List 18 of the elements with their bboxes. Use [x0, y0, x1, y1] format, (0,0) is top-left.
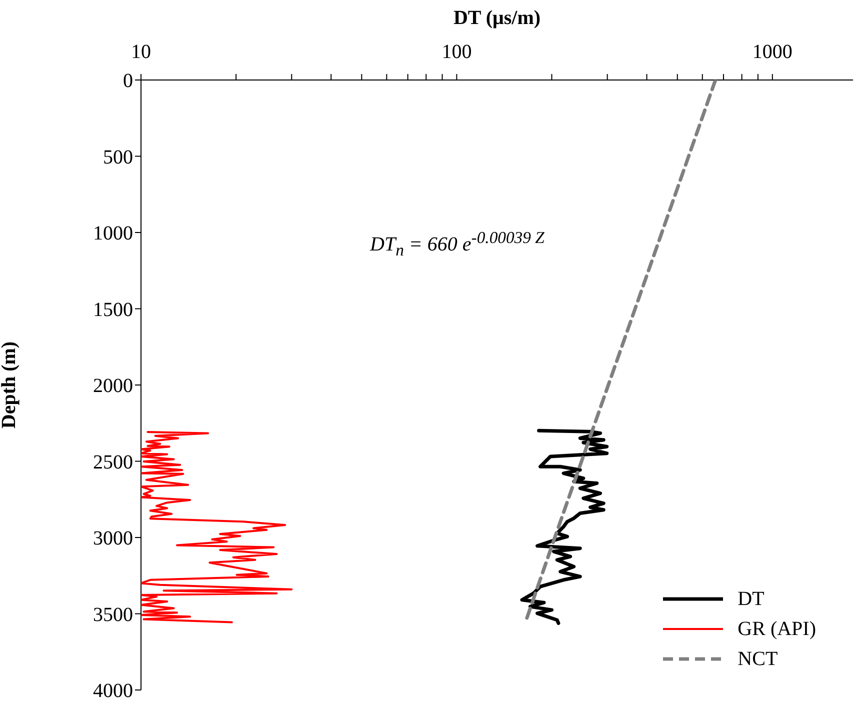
x-tick-label: 10 [131, 41, 151, 63]
y-tick-label: 2500 [93, 451, 133, 474]
legend-label: DT [738, 587, 764, 612]
legend-label: GR (API) [738, 617, 816, 642]
y-axis-title: Depth (m) [0, 341, 20, 429]
x-tick-label: 1000 [752, 41, 792, 63]
y-tick-label: 1000 [93, 222, 133, 245]
y-tick-label: 3500 [93, 604, 133, 626]
y-tick-label: 2000 [93, 375, 133, 398]
legend-label: NCT [738, 647, 778, 672]
y-tick-label: 500 [103, 146, 133, 168]
y-tick-label: 0 [123, 70, 133, 92]
y-tick-label: 4000 [93, 680, 133, 702]
y-tick-label: 3000 [93, 528, 133, 550]
y-tick-label: 1500 [93, 298, 133, 321]
x-tick-label: 100 [442, 41, 472, 63]
annotation: DT$_{n}$ = 660 e$^{-0.00039 Z}$ [370, 228, 544, 261]
x-axis-title: DT (μs/m) [453, 7, 541, 30]
